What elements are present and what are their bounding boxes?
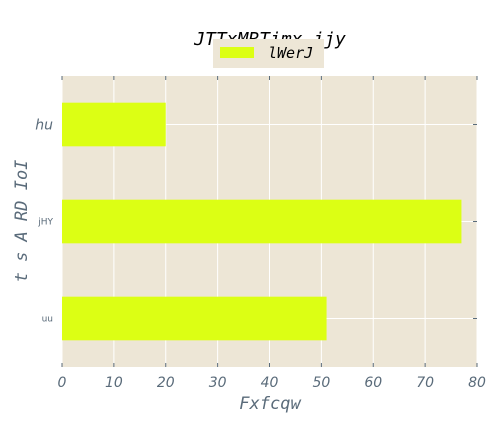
y-axis-ticks: uu jHY hu	[35, 117, 477, 325]
x-tick-label: 60	[364, 375, 382, 391]
x-tick-label: 30	[209, 375, 227, 391]
legend-label: lWerJ	[268, 44, 313, 62]
x-tick-label: 50	[312, 375, 330, 391]
x-tick-label: 10	[105, 375, 123, 391]
bars	[62, 102, 462, 341]
y-tick-label: uu	[42, 315, 53, 325]
x-tick-label: 80	[468, 375, 486, 391]
y-tick-label: jHY	[37, 218, 53, 228]
x-axis-ticks: 0 10 20 30 40 50 60 70 80	[58, 76, 486, 391]
legend: lWerJ	[213, 39, 324, 68]
legend-swatch	[220, 47, 254, 58]
x-axis-label: Fxfcqw	[239, 394, 301, 414]
bar-jHY	[62, 199, 462, 244]
x-tick-label: 70	[416, 375, 434, 391]
y-axis-label: t s A RD IoI	[12, 160, 32, 283]
x-tick-label: 20	[157, 375, 175, 391]
x-tick-label: 0	[58, 375, 67, 391]
bar-uu	[62, 296, 327, 341]
x-tick-label: 40	[261, 375, 279, 391]
bar-hu	[62, 102, 166, 147]
y-tick-label: hu	[35, 117, 53, 133]
